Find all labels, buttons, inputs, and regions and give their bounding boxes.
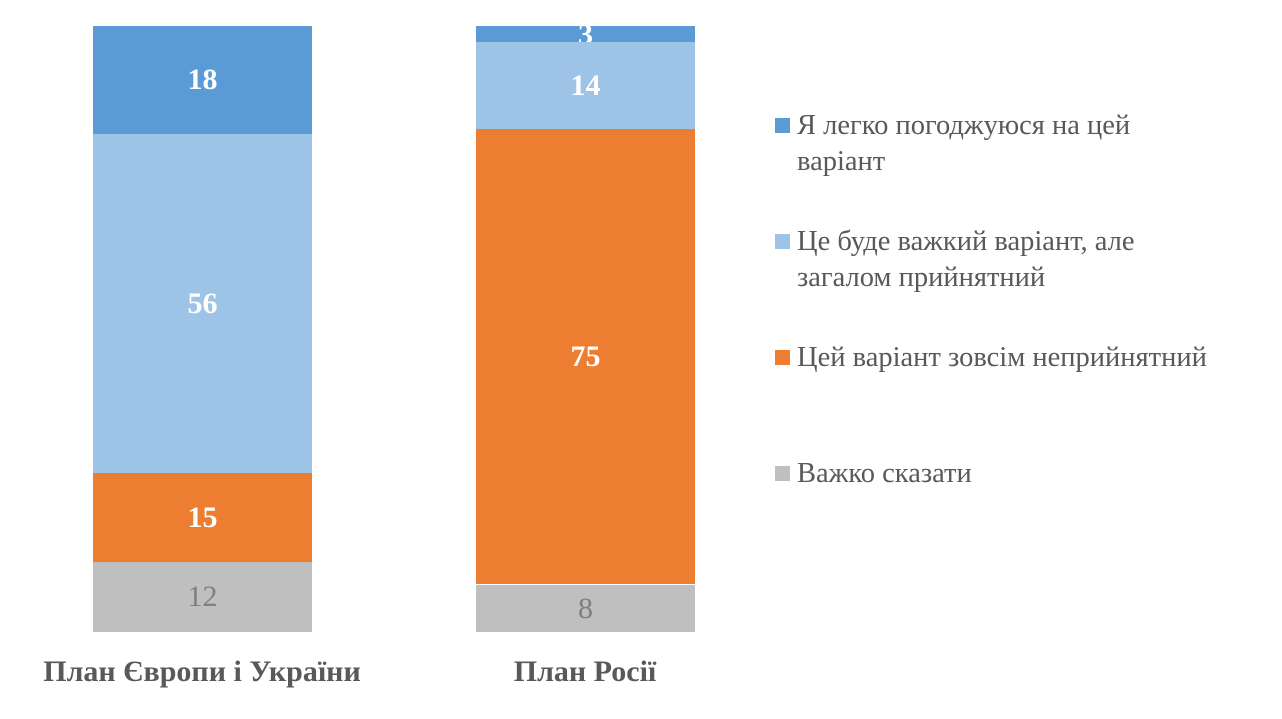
segment-unacceptable: 75 (476, 129, 695, 584)
segment-hard-to-say: 12 (93, 562, 312, 632)
category-label-russia: План Росії (513, 655, 657, 688)
data-label: 8 (578, 591, 593, 625)
segment-hard-to-say: 8 (476, 585, 695, 632)
legend-swatch-icon (775, 234, 790, 249)
data-label: 12 (187, 580, 218, 613)
legend-label: Я легко погоджуюся на цей (797, 110, 1131, 141)
category-label-europe-ukraine: План Європи і України (43, 655, 361, 688)
data-label: 75 (570, 339, 601, 373)
data-label: 15 (187, 500, 218, 534)
legend-item-unacceptable: Цей варіант зовсім неприйнятний (775, 340, 1207, 376)
segment-hard-but-acceptable: 56 (93, 134, 312, 473)
legend-item-hard-but-acceptable: Це буде важкий варіант, але загалом прий… (775, 224, 1135, 296)
legend-swatch-icon (775, 350, 790, 365)
data-label: 18 (187, 63, 218, 96)
bar-europe-ukraine-plan: 18 56 15 12 (93, 26, 312, 632)
segment-easily-agree: 3 (476, 26, 695, 42)
legend-label: загалом прийнятний (797, 262, 1046, 293)
legend-swatch-icon (775, 118, 790, 133)
legend-item-easily-agree: Я легко погоджуюся на цей варіант (775, 108, 1130, 180)
data-label: 3 (578, 26, 593, 42)
legend-label: Важко сказати (797, 458, 972, 489)
segment-easily-agree: 18 (93, 26, 312, 134)
segment-unacceptable: 15 (93, 473, 312, 562)
legend-label: Цей варіант зовсім неприйнятний (797, 342, 1207, 373)
legend-item-hard-to-say: Важко сказати (775, 456, 972, 492)
bar-russia-plan: 3 14 75 8 (476, 26, 695, 632)
segment-hard-but-acceptable: 14 (476, 42, 695, 129)
legend-swatch-icon (775, 466, 790, 481)
data-label: 14 (570, 68, 601, 102)
legend-label: Це буде важкий варіант, але (797, 226, 1135, 257)
data-label: 56 (187, 286, 218, 320)
legend-label: варіант (797, 146, 886, 177)
